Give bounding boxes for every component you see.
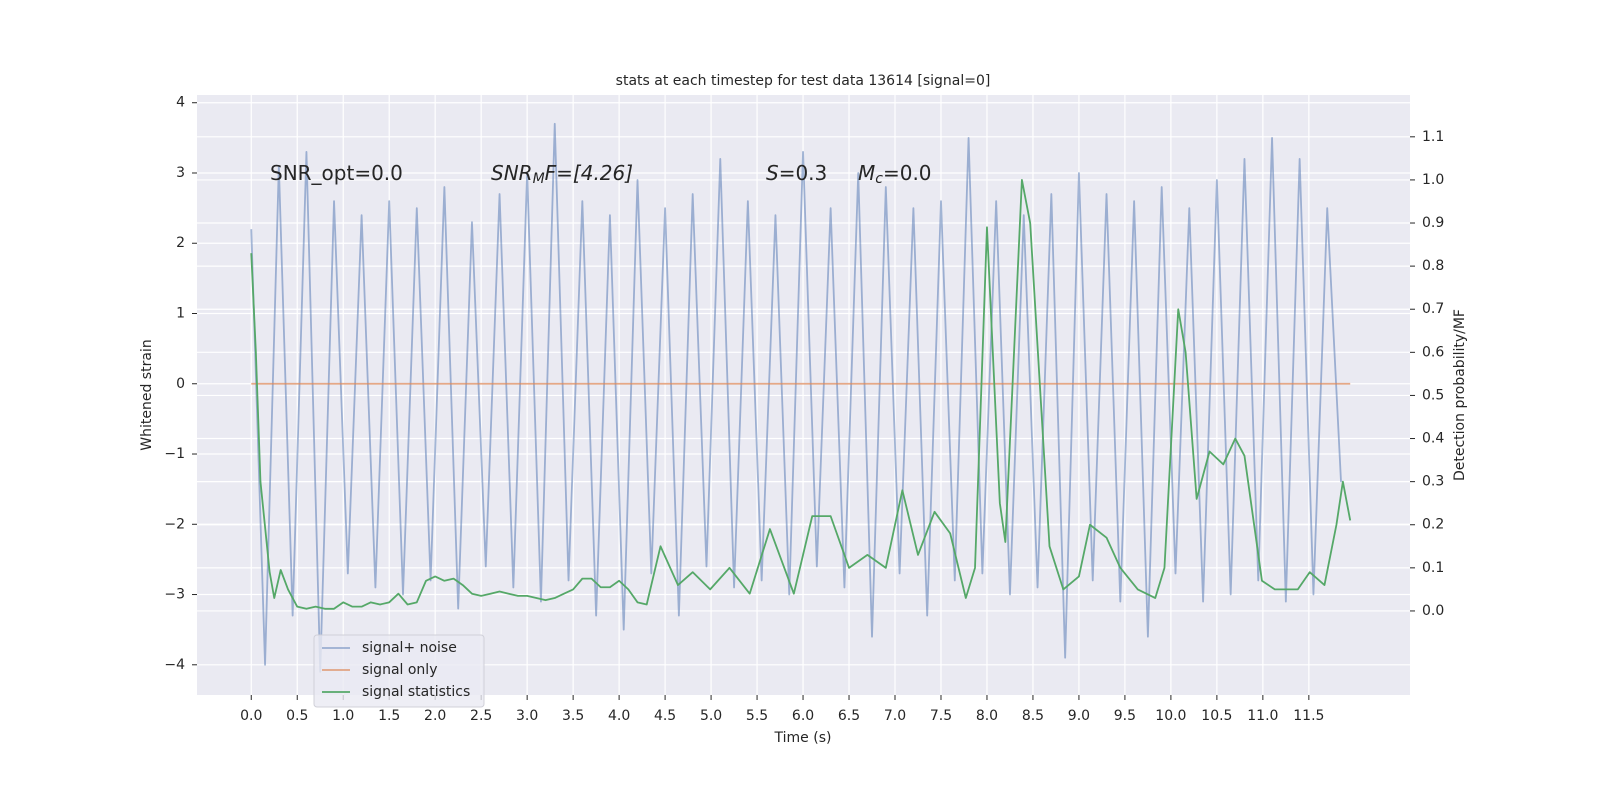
legend-label: signal only	[362, 662, 437, 678]
series-line	[250, 179, 1352, 610]
annotation-text: SNR_opt=0.0	[270, 161, 403, 185]
annotation-text: M	[858, 161, 875, 185]
annotation-text: SNR	[491, 161, 533, 185]
y2-tick-label: 0.4	[1422, 431, 1444, 447]
y-tick-label: −3	[164, 587, 185, 603]
y2-tick-label: 1.1	[1422, 129, 1444, 145]
annotation-text: =0.3	[779, 161, 828, 185]
x-tick-label: 10.5	[1201, 708, 1232, 724]
y2-tick-label: 0.3	[1422, 474, 1444, 490]
y-tick-label: 0	[176, 376, 185, 392]
y-axis-label: Whitened strain	[139, 339, 155, 450]
y2-tick-label: 0.9	[1422, 215, 1444, 231]
x-tick-label: 2.5	[470, 708, 492, 724]
y-tick-label: −1	[164, 446, 185, 462]
annotation-text: F=[4.26]	[545, 161, 633, 185]
y2-tick-label: 0.7	[1422, 301, 1444, 317]
annotation-text: =0.0	[883, 161, 932, 185]
legend-label: signal+ noise	[362, 640, 457, 656]
x-axis-label: Time (s)	[774, 730, 832, 746]
y-tick-label: 2	[176, 235, 185, 251]
x-tick-label: 7.5	[930, 708, 952, 724]
x-tick-label: 6.5	[838, 708, 860, 724]
lines	[250, 122, 1352, 673]
y2-tick-label: 0.6	[1422, 344, 1444, 360]
y-tick-label: −2	[164, 516, 185, 532]
x-tick-label: 0.0	[240, 708, 262, 724]
annotation: SNRMF=[4.26]	[491, 161, 633, 188]
y2-tick-label: 0.8	[1422, 258, 1444, 274]
chart-title: stats at each timestep for test data 136…	[616, 73, 991, 89]
x-tick-label: 4.5	[654, 708, 676, 724]
x-tick-label: 4.0	[608, 708, 630, 724]
x-tick-label: 1.0	[332, 708, 354, 724]
y2-tick-label: 0.5	[1422, 387, 1444, 403]
x-tick-label: 11.5	[1293, 708, 1324, 724]
y-tick-label: 4	[176, 95, 185, 111]
y2-tick-label: 1.0	[1422, 172, 1444, 188]
annotation: S=0.3	[766, 161, 827, 185]
y2-tick-label: 0.1	[1422, 560, 1444, 576]
y2-tick-label: 0.0	[1422, 603, 1444, 619]
x-tick-label: 11.0	[1247, 708, 1278, 724]
y-tick-label: 1	[176, 306, 185, 322]
annotation: Mc=0.0	[858, 161, 932, 188]
y2-tick-label: 0.2	[1422, 517, 1444, 533]
x-tick-label: 3.5	[562, 708, 584, 724]
x-tick-label: 9.5	[1114, 708, 1136, 724]
x-tick-label: 2.0	[424, 708, 446, 724]
x-tick-label: 7.0	[884, 708, 906, 724]
annotation-text: M	[533, 171, 545, 187]
y-tick-label: 3	[176, 165, 185, 181]
y2-axis-label: Detection probability/MF	[1452, 309, 1468, 481]
x-tick-label: 9.0	[1068, 708, 1090, 724]
x-tick-label: 5.0	[700, 708, 722, 724]
legend-box	[313, 634, 485, 708]
y-tick-label: −4	[164, 657, 185, 673]
x-tick-label: 1.5	[378, 708, 400, 724]
annotation-text: S	[766, 161, 779, 185]
series-line	[250, 122, 1342, 673]
annotation: SNR_opt=0.0	[270, 161, 403, 185]
x-tick-label: 0.5	[286, 708, 308, 724]
x-tick-label: 8.0	[976, 708, 998, 724]
legend: signal+ noise signal only signal statistic…	[313, 634, 485, 708]
x-tick-label: 5.5	[746, 708, 768, 724]
x-tick-label: 6.0	[792, 708, 814, 724]
x-tick-label: 10.0	[1155, 708, 1186, 724]
x-tick-label: 8.5	[1022, 708, 1044, 724]
annotation-text: c	[875, 171, 883, 187]
x-tick-label: 3.0	[516, 708, 538, 724]
legend-label: signal statistics	[362, 684, 470, 700]
